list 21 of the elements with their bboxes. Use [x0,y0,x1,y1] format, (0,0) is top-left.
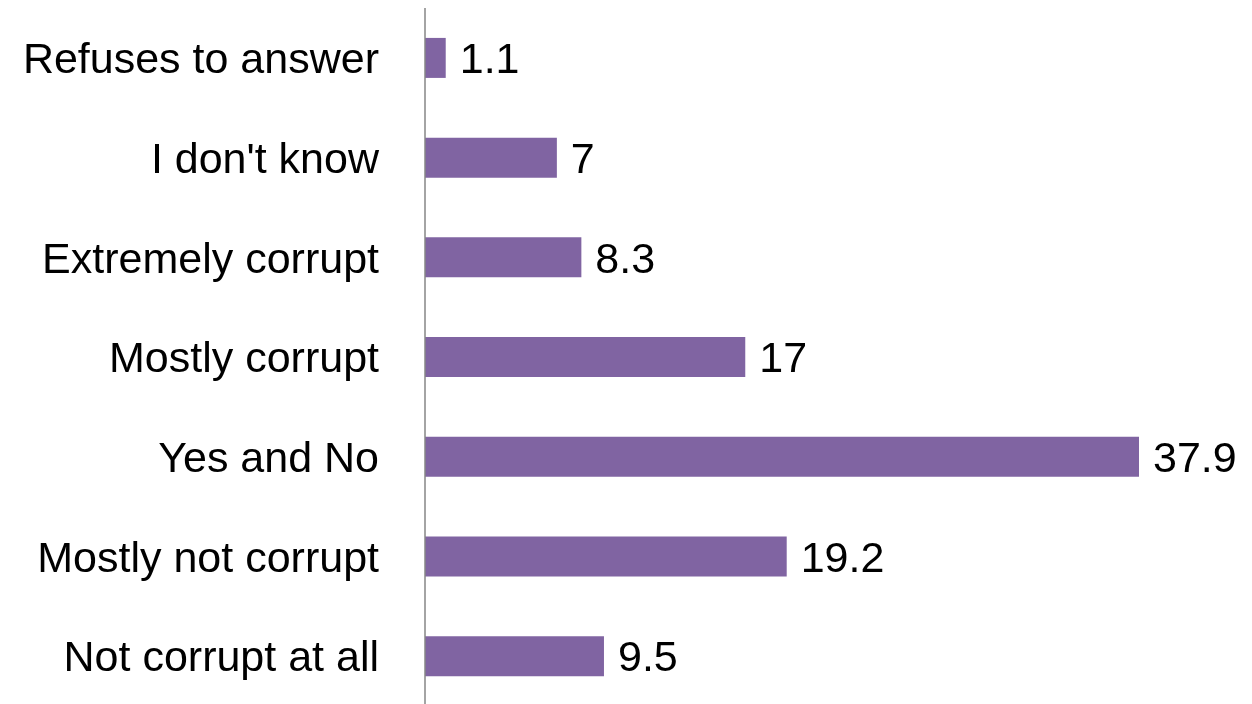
bar [425,137,557,178]
data-label: 19.2 [800,532,885,581]
data-label: 37.9 [1153,433,1237,482]
bar [425,436,1139,477]
y-tick-label: Mostly not corrupt [37,532,380,581]
y-tick-label: Yes and No [158,432,379,481]
y-tick-label: Mostly corrupt [108,333,380,382]
bar [425,37,446,78]
data-label: 7 [570,133,595,182]
y-tick-label: Not corrupt at all [63,632,379,681]
bar [425,536,787,577]
y-tick-label: Extremely corrupt [42,233,380,282]
data-label: 9.5 [617,632,678,681]
bar [425,337,746,378]
y-tick-label: I don't know [150,133,380,182]
data-label: 1.1 [459,34,520,83]
bar [425,237,582,278]
data-label: 8.3 [595,233,656,282]
bar [425,636,604,677]
y-tick-label: Refuses to answer [22,34,379,83]
data-label: 17 [759,333,808,382]
